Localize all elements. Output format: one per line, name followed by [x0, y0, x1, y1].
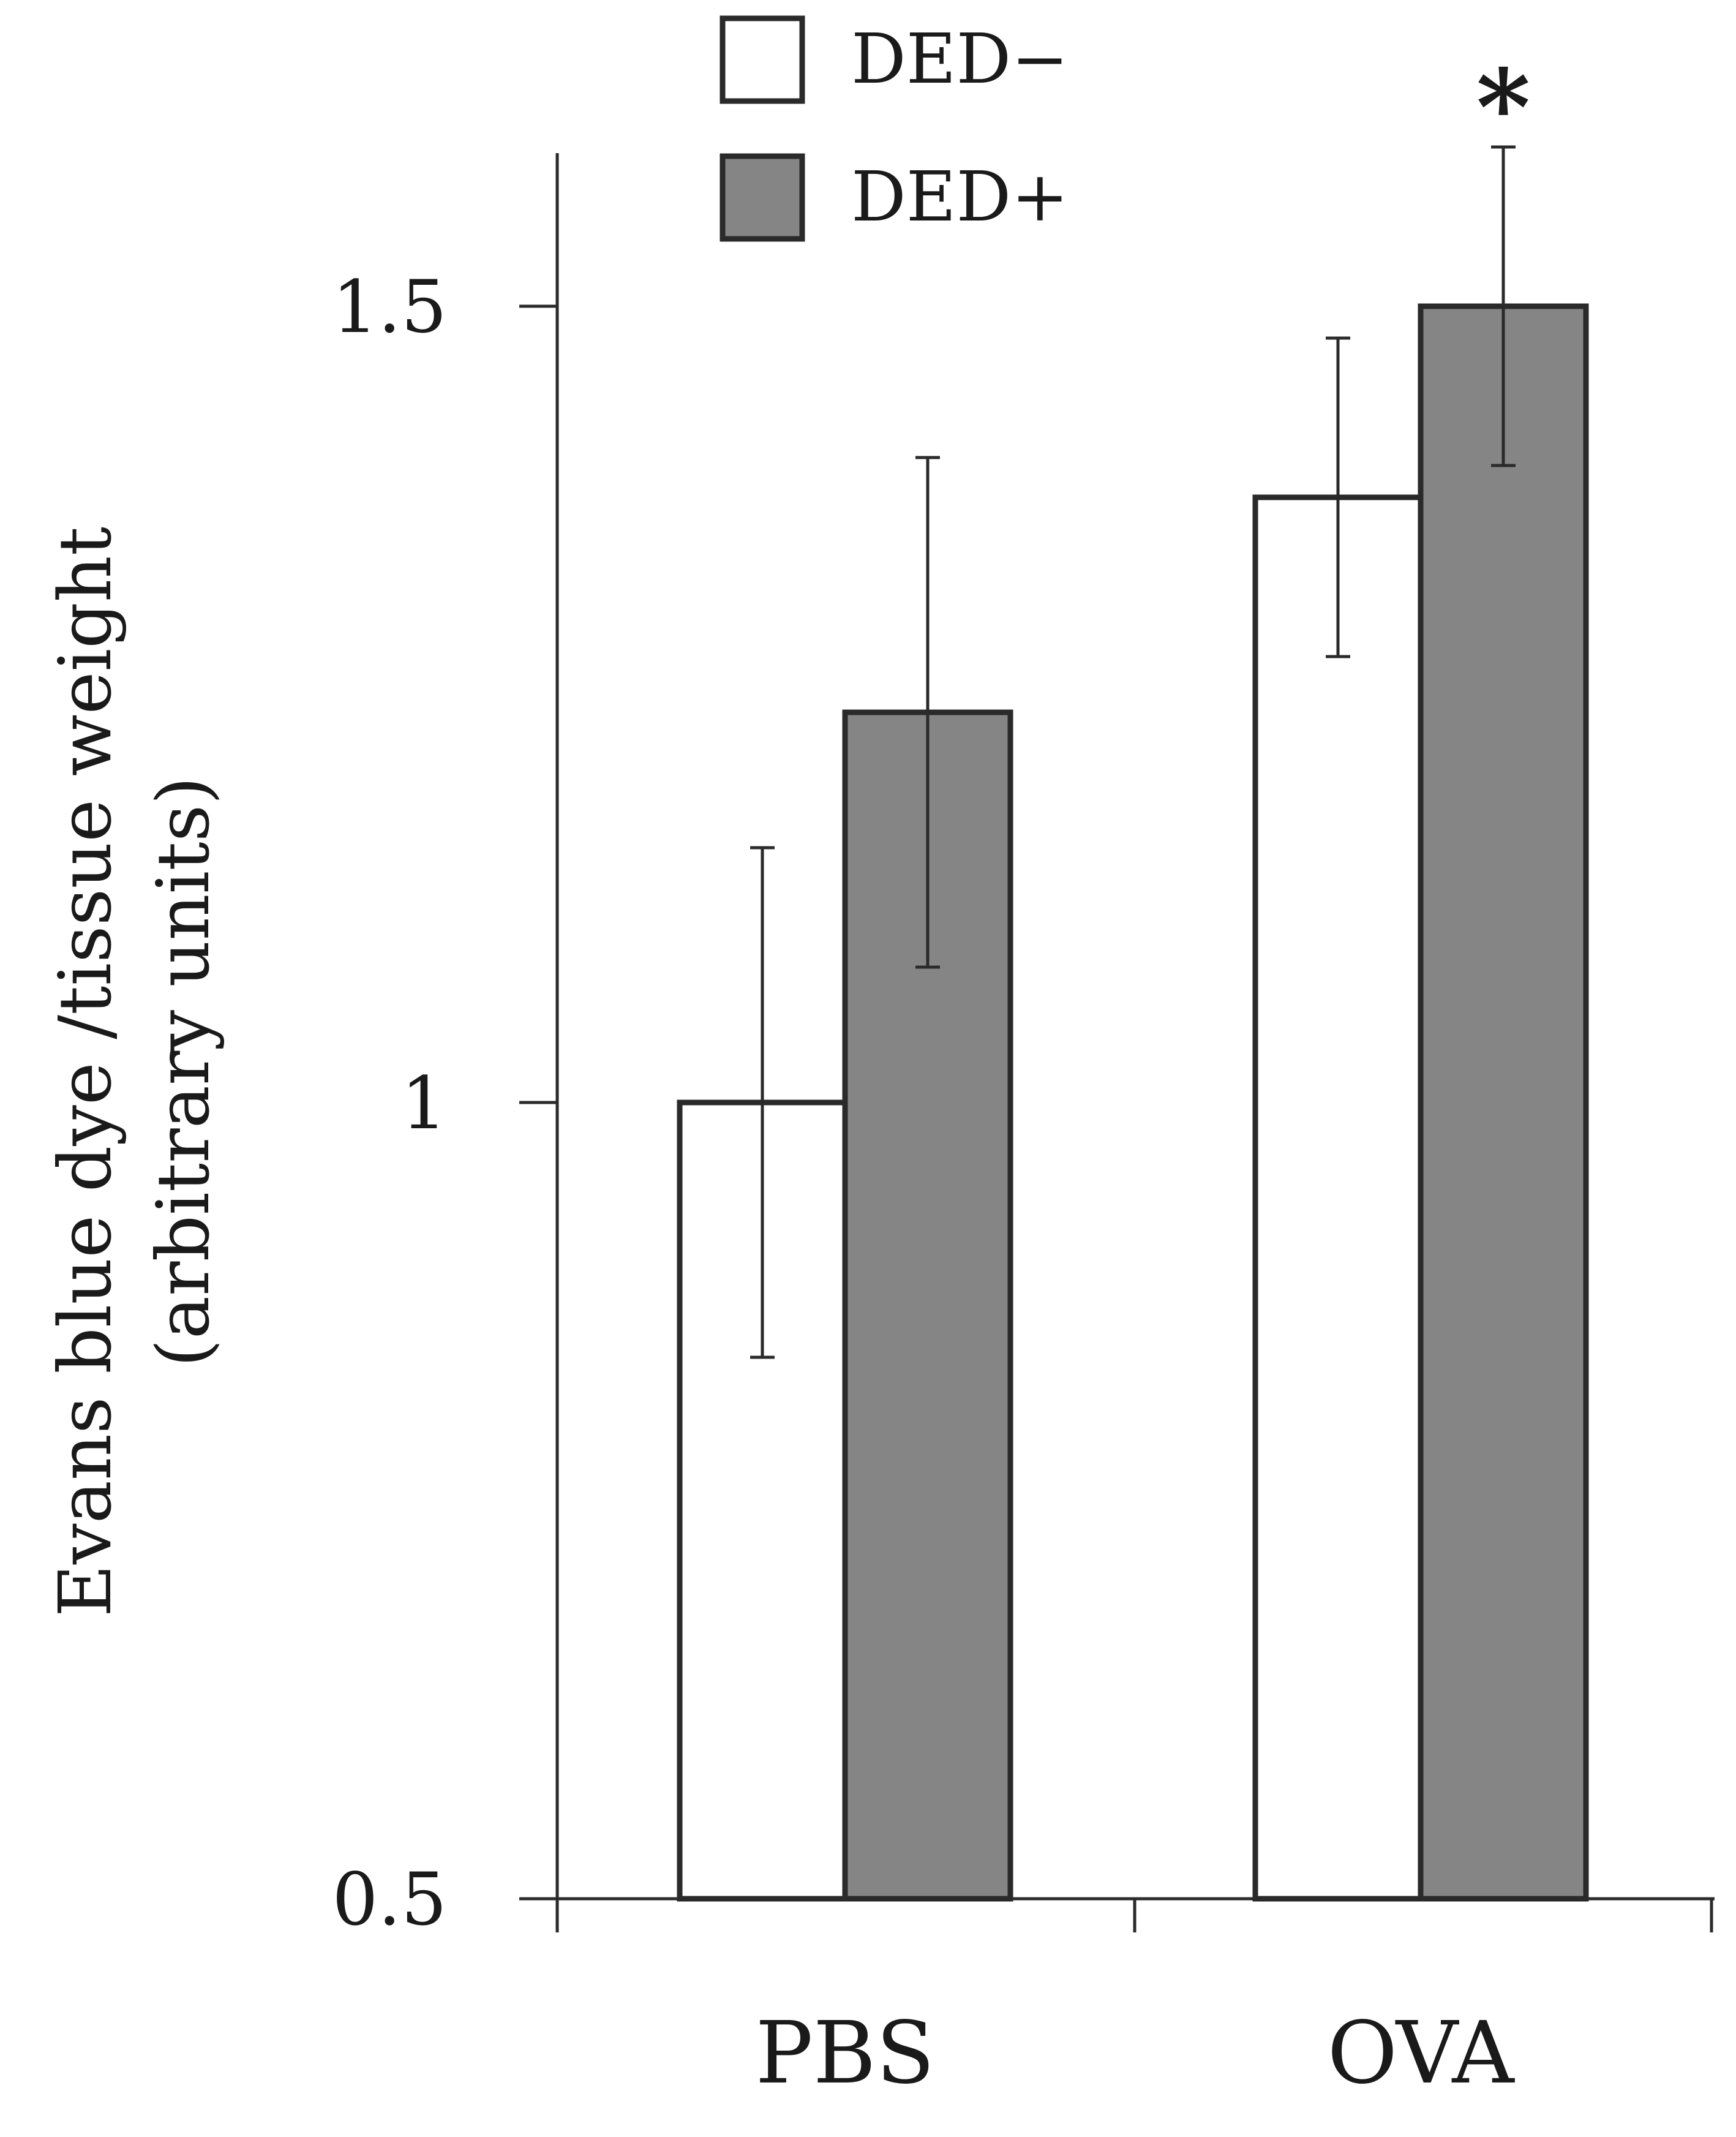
legend: DED− DED+	[720, 15, 1069, 242]
error-bars	[750, 145, 1516, 1359]
y-axis-label-line2: (arbitrary units)	[141, 777, 225, 1368]
legend-label: DED+	[851, 157, 1069, 237]
bars	[677, 303, 1589, 1902]
legend-label: DED−	[851, 20, 1069, 99]
y-tick-label: 1	[401, 1061, 447, 1145]
significance-star: *	[1476, 47, 1531, 169]
axis-labels: 0.5 1 1.5 PBS OVA	[332, 265, 1515, 2103]
y-tick-label: 1.5	[332, 265, 447, 349]
y-axis-label-line1: Evans blue dye /tissue weight	[43, 527, 127, 1617]
y-tick-label: 0.5	[332, 1857, 447, 1942]
legend-swatch	[720, 15, 805, 104]
x-category-label: OVA	[1327, 2003, 1515, 2103]
y-axis-label: Evans blue dye /tissue weight (arbitrary…	[43, 527, 225, 1617]
legend-swatch	[720, 153, 805, 242]
bar	[1252, 494, 1424, 1902]
bar	[1418, 303, 1589, 1902]
x-category-label: PBS	[756, 2003, 935, 2103]
annotations: *	[1476, 47, 1531, 169]
